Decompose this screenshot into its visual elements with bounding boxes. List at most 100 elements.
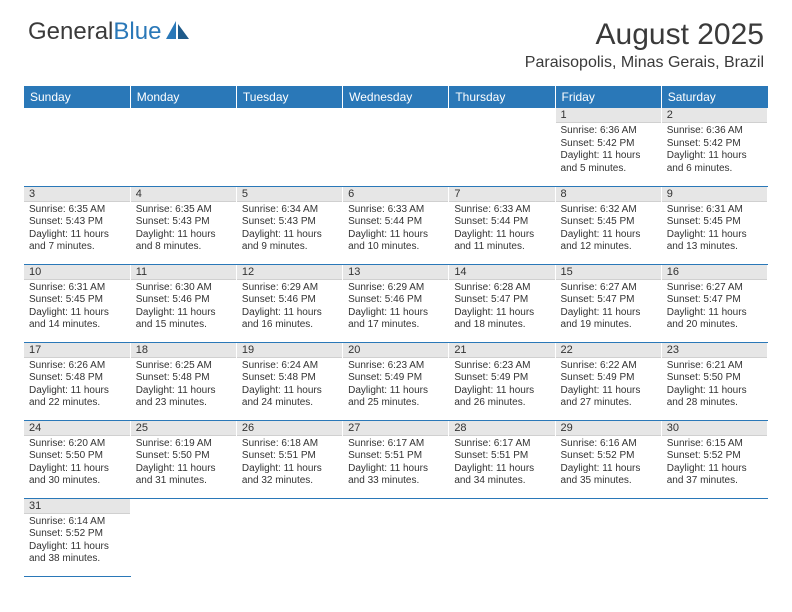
day-number: 7 [449,187,554,202]
daylight-line: Daylight: 11 hours and 30 minutes. [29,463,125,488]
day-number: 4 [131,187,236,202]
calendar-cell: 25Sunrise: 6:19 AMSunset: 5:50 PMDayligh… [130,420,236,498]
sunset-line: Sunset: 5:42 PM [561,138,656,151]
calendar-cell: 14Sunrise: 6:28 AMSunset: 5:47 PMDayligh… [449,264,555,342]
sunset-line: Sunset: 5:45 PM [561,216,656,229]
calendar-cell-empty [130,498,236,576]
sunset-line: Sunset: 5:44 PM [348,216,443,229]
calendar-cell: 16Sunrise: 6:27 AMSunset: 5:47 PMDayligh… [661,264,767,342]
calendar-row: 31Sunrise: 6:14 AMSunset: 5:52 PMDayligh… [24,498,768,576]
day-number: 6 [343,187,448,202]
daylight-line: Daylight: 11 hours and 19 minutes. [561,307,656,332]
month-title: August 2025 [525,18,764,52]
calendar-cell-empty [236,498,342,576]
daylight-line: Daylight: 11 hours and 5 minutes. [561,150,656,175]
sunset-line: Sunset: 5:49 PM [561,372,656,385]
day-number: 12 [237,265,342,280]
sunset-line: Sunset: 5:46 PM [348,294,443,307]
calendar-cell: 3Sunrise: 6:35 AMSunset: 5:43 PMDaylight… [24,186,130,264]
day-number: 1 [556,108,661,123]
calendar-cell: 19Sunrise: 6:24 AMSunset: 5:48 PMDayligh… [236,342,342,420]
sunset-line: Sunset: 5:47 PM [561,294,656,307]
sunset-line: Sunset: 5:47 PM [454,294,549,307]
day-content: Sunrise: 6:29 AMSunset: 5:46 PMDaylight:… [237,280,342,336]
sunrise-line: Sunrise: 6:31 AM [667,204,762,217]
day-number: 9 [662,187,767,202]
sunrise-line: Sunrise: 6:35 AM [136,204,231,217]
day-content: Sunrise: 6:27 AMSunset: 5:47 PMDaylight:… [662,280,767,336]
sunset-line: Sunset: 5:49 PM [454,372,549,385]
calendar-cell: 8Sunrise: 6:32 AMSunset: 5:45 PMDaylight… [555,186,661,264]
day-content: Sunrise: 6:29 AMSunset: 5:46 PMDaylight:… [343,280,448,336]
sunset-line: Sunset: 5:43 PM [29,216,125,229]
day-header: Friday [555,86,661,108]
calendar-cell: 17Sunrise: 6:26 AMSunset: 5:48 PMDayligh… [24,342,130,420]
day-number: 20 [343,343,448,358]
sunrise-line: Sunrise: 6:27 AM [667,282,762,295]
sunrise-line: Sunrise: 6:34 AM [242,204,337,217]
sunrise-line: Sunrise: 6:35 AM [29,204,125,217]
day-number: 29 [556,421,661,436]
day-content: Sunrise: 6:26 AMSunset: 5:48 PMDaylight:… [24,358,130,414]
sunset-line: Sunset: 5:47 PM [667,294,762,307]
sunrise-line: Sunrise: 6:14 AM [29,516,125,529]
sunset-line: Sunset: 5:51 PM [454,450,549,463]
day-content: Sunrise: 6:36 AMSunset: 5:42 PMDaylight:… [556,123,661,179]
daylight-line: Daylight: 11 hours and 34 minutes. [454,463,549,488]
day-content: Sunrise: 6:33 AMSunset: 5:44 PMDaylight:… [449,202,554,258]
daylight-line: Daylight: 11 hours and 16 minutes. [242,307,337,332]
daylight-line: Daylight: 11 hours and 24 minutes. [242,385,337,410]
calendar-cell: 15Sunrise: 6:27 AMSunset: 5:47 PMDayligh… [555,264,661,342]
day-number: 31 [24,499,130,514]
calendar-cell-empty [661,498,767,576]
daylight-line: Daylight: 11 hours and 7 minutes. [29,229,125,254]
daylight-line: Daylight: 11 hours and 15 minutes. [136,307,231,332]
sunrise-line: Sunrise: 6:28 AM [454,282,549,295]
calendar-cell: 11Sunrise: 6:30 AMSunset: 5:46 PMDayligh… [130,264,236,342]
day-content: Sunrise: 6:21 AMSunset: 5:50 PMDaylight:… [662,358,767,414]
day-number: 19 [237,343,342,358]
calendar-cell: 29Sunrise: 6:16 AMSunset: 5:52 PMDayligh… [555,420,661,498]
day-number: 23 [662,343,767,358]
day-content: Sunrise: 6:17 AMSunset: 5:51 PMDaylight:… [449,436,554,492]
day-number: 14 [449,265,554,280]
header: GeneralBlue August 2025 Paraisopolis, Mi… [0,0,792,80]
calendar-cell: 31Sunrise: 6:14 AMSunset: 5:52 PMDayligh… [24,498,130,576]
sunrise-line: Sunrise: 6:19 AM [136,438,231,451]
sunset-line: Sunset: 5:52 PM [561,450,656,463]
day-number: 3 [24,187,130,202]
calendar-cell: 28Sunrise: 6:17 AMSunset: 5:51 PMDayligh… [449,420,555,498]
sunset-line: Sunset: 5:43 PM [242,216,337,229]
day-number: 24 [24,421,130,436]
daylight-line: Daylight: 11 hours and 35 minutes. [561,463,656,488]
day-content: Sunrise: 6:25 AMSunset: 5:48 PMDaylight:… [131,358,236,414]
daylight-line: Daylight: 11 hours and 12 minutes. [561,229,656,254]
calendar-cell: 4Sunrise: 6:35 AMSunset: 5:43 PMDaylight… [130,186,236,264]
day-number: 21 [449,343,554,358]
calendar-cell: 9Sunrise: 6:31 AMSunset: 5:45 PMDaylight… [661,186,767,264]
day-number: 18 [131,343,236,358]
logo-text-2: Blue [113,18,161,46]
calendar-cell-empty [555,498,661,576]
day-content: Sunrise: 6:35 AMSunset: 5:43 PMDaylight:… [24,202,130,258]
day-number: 28 [449,421,554,436]
calendar-cell-empty [24,108,130,186]
sunrise-line: Sunrise: 6:20 AM [29,438,125,451]
location: Paraisopolis, Minas Gerais, Brazil [525,54,764,72]
day-number: 22 [556,343,661,358]
sunrise-line: Sunrise: 6:25 AM [136,360,231,373]
day-content: Sunrise: 6:31 AMSunset: 5:45 PMDaylight:… [24,280,130,336]
calendar-cell: 7Sunrise: 6:33 AMSunset: 5:44 PMDaylight… [449,186,555,264]
calendar-cell: 26Sunrise: 6:18 AMSunset: 5:51 PMDayligh… [236,420,342,498]
daylight-line: Daylight: 11 hours and 20 minutes. [667,307,762,332]
daylight-line: Daylight: 11 hours and 27 minutes. [561,385,656,410]
day-content: Sunrise: 6:16 AMSunset: 5:52 PMDaylight:… [556,436,661,492]
sunset-line: Sunset: 5:51 PM [242,450,337,463]
day-number: 16 [662,265,767,280]
sunrise-line: Sunrise: 6:22 AM [561,360,656,373]
sunset-line: Sunset: 5:42 PM [667,138,762,151]
day-number: 8 [556,187,661,202]
sunset-line: Sunset: 5:52 PM [29,528,125,541]
day-content: Sunrise: 6:24 AMSunset: 5:48 PMDaylight:… [237,358,342,414]
sunset-line: Sunset: 5:50 PM [29,450,125,463]
